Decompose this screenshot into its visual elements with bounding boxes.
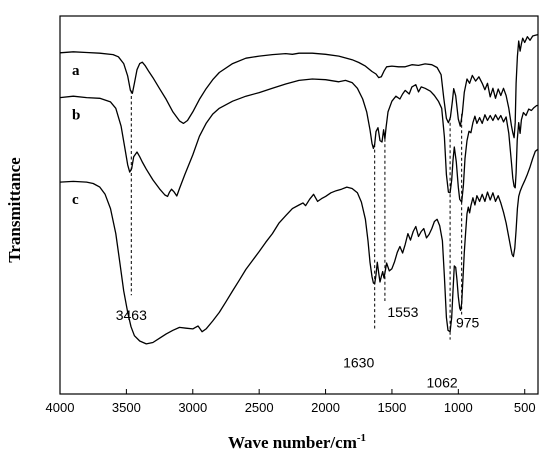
peak-label-3463: 3463: [116, 307, 147, 323]
x-tick-label-4000: 4000: [46, 400, 75, 415]
x-axis-title-text: Wave number/cm: [228, 433, 357, 452]
x-tick-label-3000: 3000: [178, 400, 207, 415]
curve-letters: a b c: [72, 63, 80, 208]
peak-label-1062: 1062: [427, 375, 458, 391]
x-axis-title: Wave number/cm-1: [228, 432, 366, 452]
spectrum-series: [59, 33, 539, 345]
x-tick-label-3500: 3500: [112, 400, 141, 415]
x-tick-label-1500: 1500: [377, 400, 406, 415]
x-tick-label-2000: 2000: [311, 400, 340, 415]
x-axis-ticks: 4000 3500 3000 2500 2000 1500 1000 500: [46, 389, 536, 415]
peak-marker-lines: [130, 90, 463, 340]
peak-labels: 3463 1630 1553 1062 975: [116, 304, 480, 391]
series-c-line: [59, 148, 539, 345]
series-b-line: [59, 78, 538, 203]
x-axis-title-superscript: -1: [357, 432, 366, 444]
peak-label-1630: 1630: [343, 355, 374, 371]
plot-frame: [59, 15, 539, 395]
x-tick-label-500: 500: [514, 400, 536, 415]
y-axis-title: Transmittance: [5, 157, 24, 263]
peak-label-975: 975: [456, 315, 480, 331]
x-tick-label-1000: 1000: [444, 400, 473, 415]
curve-letter-c: c: [72, 192, 79, 208]
curve-letter-a: a: [72, 63, 80, 79]
curve-letter-b: b: [72, 108, 80, 124]
x-tick-label-2500: 2500: [245, 400, 274, 415]
peak-label-1553: 1553: [387, 304, 418, 320]
series-a-line: [59, 33, 539, 139]
